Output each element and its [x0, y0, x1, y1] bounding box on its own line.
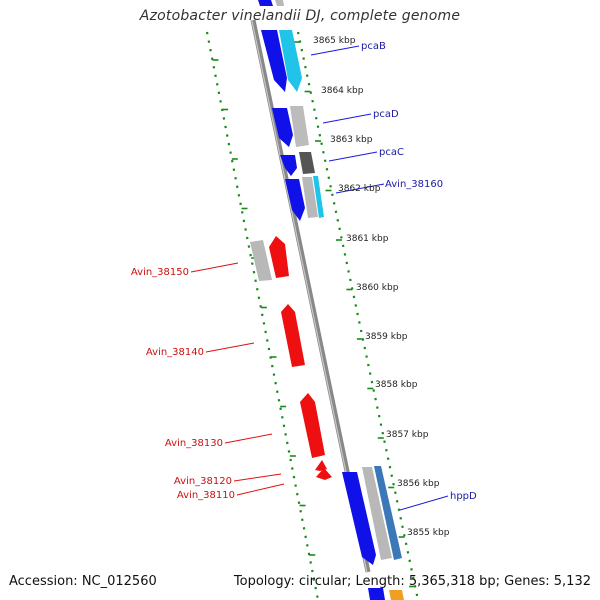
gene-Avin_38160[interactable] — [313, 176, 324, 218]
gene-pcaC[interactable] — [299, 152, 315, 174]
left-dotted-track — [205, 31, 320, 600]
leader-Avin_38140 — [205, 342, 255, 353]
gene-label-pcaD[interactable]: pcaD — [373, 109, 399, 120]
leader-Avin_38150 — [190, 262, 239, 273]
kbp-label: 3863 kbp — [330, 135, 373, 145]
gene-hppD-blue[interactable] — [342, 472, 376, 565]
leader-Avin_38120 — [233, 473, 282, 482]
reverse-genes — [250, 236, 332, 480]
leader-pcaC — [328, 151, 378, 162]
gene-label-Avin_38140[interactable]: Avin_38140 — [146, 347, 204, 358]
gene-Avin_38130[interactable] — [300, 393, 325, 458]
kbp-label: 3857 kbp — [386, 430, 429, 440]
leader-lines — [190, 45, 449, 511]
gene-pcaB[interactable] — [279, 30, 302, 92]
genome-summary-text: Topology: circular; Length: 5,365,318 bp… — [233, 574, 591, 589]
gene-hppD-gray[interactable] — [362, 467, 392, 560]
gene-Avin_38140[interactable] — [281, 304, 305, 367]
accession-text: Accession: NC_012560 — [9, 574, 157, 589]
gene-pcaB-blue[interactable] — [261, 30, 287, 92]
gene-label-Avin_38120[interactable]: Avin_38120 — [174, 476, 232, 487]
gene-label-Avin_38150[interactable]: Avin_38150 — [131, 267, 189, 278]
kbp-label: 3855 kbp — [407, 528, 450, 538]
kbp-label: 3865 kbp — [313, 36, 356, 46]
leader-Avin_38160 — [335, 183, 385, 194]
gene-label-Avin_38130[interactable]: Avin_38130 — [165, 438, 223, 449]
gene-hppD[interactable] — [374, 466, 402, 560]
kbp-label: 3860 kbp — [356, 283, 399, 293]
gene-label-pcaB[interactable]: pcaB — [361, 41, 386, 52]
leader-pcaD — [322, 113, 372, 124]
gene-Avin_38160-blue[interactable] — [285, 179, 305, 221]
gene-pcaD[interactable] — [290, 106, 309, 147]
gene-Avin_38120[interactable] — [315, 460, 327, 471]
gene-Avin_38150[interactable] — [269, 236, 289, 278]
gene-top-blue[interactable] — [258, 0, 273, 6]
gene-Avin_38160-gray[interactable] — [302, 177, 318, 218]
right-dotted-track — [296, 31, 420, 600]
right-gene-labels: pcaB pcaD pcaC Avin_38160 hppD — [361, 41, 477, 502]
gene-Avin_38110[interactable] — [316, 468, 332, 480]
kbp-label: 3861 kbp — [346, 234, 389, 244]
gene-top-gray[interactable] — [275, 0, 284, 6]
forward-genes — [258, 0, 404, 600]
kbp-labels: 3865 kbp 3864 kbp 3863 kbp 3862 kbp 3861… — [313, 36, 450, 538]
gene-pcaD-blue[interactable] — [272, 108, 293, 147]
kbp-label: 3864 kbp — [321, 86, 364, 96]
leader-Avin_38110 — [236, 483, 285, 496]
gene-label-pcaC[interactable]: pcaC — [379, 147, 404, 158]
gene-Avin_38150-gray[interactable] — [250, 240, 272, 281]
kbp-label: 3859 kbp — [365, 332, 408, 342]
gene-label-Avin_38110[interactable]: Avin_38110 — [177, 490, 235, 501]
leader-Avin_38130 — [224, 433, 273, 444]
left-gene-labels: Avin_38150 Avin_38140 Avin_38130 Avin_38… — [131, 267, 235, 501]
kbp-label: 3856 kbp — [397, 479, 440, 489]
gene-bottom-blue[interactable] — [368, 588, 385, 600]
gene-label-hppD[interactable]: hppD — [450, 491, 477, 502]
leader-hppD — [399, 495, 449, 511]
kbp-label: 3862 kbp — [338, 184, 381, 194]
leader-pcaB — [310, 45, 360, 56]
gene-pcaC-blue[interactable] — [280, 155, 297, 176]
right-tick-marks — [294, 41, 416, 588]
left-tick-marks — [212, 59, 316, 556]
gene-bottom-orange[interactable] — [389, 590, 404, 600]
kbp-label: 3858 kbp — [375, 380, 418, 390]
genome-title: Azotobacter vinelandii DJ, complete geno… — [139, 8, 461, 24]
gene-label-Avin_38160[interactable]: Avin_38160 — [385, 179, 443, 190]
